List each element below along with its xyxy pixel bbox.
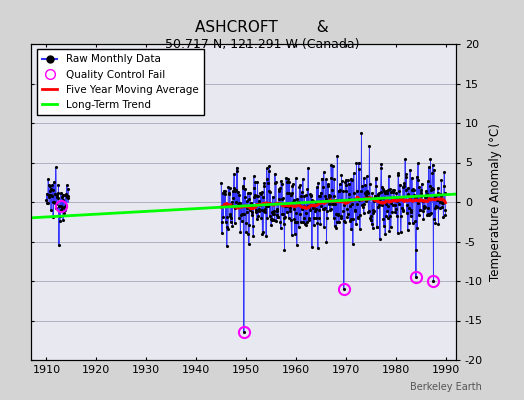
Legend: Raw Monthly Data, Quality Control Fail, Five Year Moving Average, Long-Term Tren: Raw Monthly Data, Quality Control Fail, … [37, 49, 204, 115]
Text: Berkeley Earth: Berkeley Earth [410, 382, 482, 392]
Text: 50.717 N, 121.291 W (Canada): 50.717 N, 121.291 W (Canada) [165, 38, 359, 51]
Text: ASHCROFT        &: ASHCROFT & [195, 20, 329, 35]
Y-axis label: Temperature Anomaly (°C): Temperature Anomaly (°C) [488, 123, 501, 281]
